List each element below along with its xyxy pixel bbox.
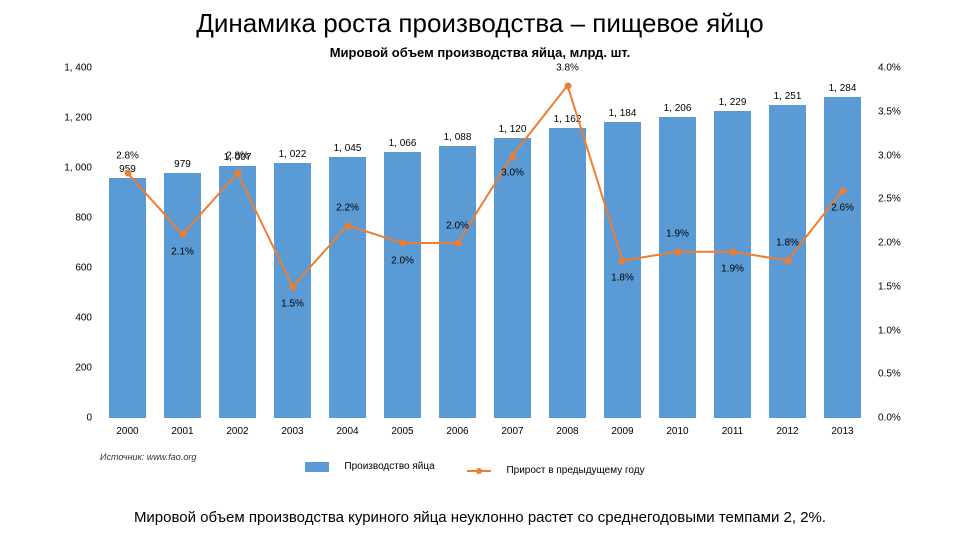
x-tick-label: 2010 <box>666 426 688 437</box>
bar-value-label: 979 <box>164 159 200 170</box>
bar: 1, 007 <box>219 166 255 418</box>
bar-value-label: 1, 045 <box>329 143 365 154</box>
legend-item-line: Прирост в предыдущему году <box>467 465 654 476</box>
x-tick-label: 2001 <box>171 426 193 437</box>
line-marker <box>674 248 681 255</box>
y2-axis: 4.0%3.5%3.0%2.5%2.0%1.5%1.0%0.5%0.0% <box>874 68 920 418</box>
line-marker <box>289 283 296 290</box>
line-marker <box>564 82 571 89</box>
line-value-label: 1.9% <box>721 264 744 275</box>
bar-value-label: 1, 022 <box>274 149 310 160</box>
x-tick-label: 2000 <box>116 426 138 437</box>
line-value-label: 2.6% <box>831 203 854 214</box>
line-marker <box>729 248 736 255</box>
x-axis: 2000 2001 2002 2003 2004 2005 2006 2007 2008 2009… <box>100 422 870 448</box>
x-tick-label: 2007 <box>501 426 523 437</box>
line-value-label: 2.8% <box>226 150 249 161</box>
legend-label-line: Прирост в предыдущему году <box>506 465 644 476</box>
line-marker <box>509 152 516 159</box>
legend-swatch-bar <box>305 462 329 472</box>
bar-value-label: 1, 184 <box>604 108 640 119</box>
bar-value-label: 1, 284 <box>824 83 860 94</box>
line-value-label: 3.8% <box>556 63 579 74</box>
plot-area: 9592.8%9792.1%1, 0072.8%1, 0221.5%1, 045… <box>100 68 870 418</box>
bar: 1, 045 <box>329 157 365 418</box>
bar-value-label: 1, 120 <box>494 124 530 135</box>
legend-item-bars: Производство яйца <box>305 461 444 472</box>
y1-axis: 1, 4001, 2001, 0008006004002000 <box>60 68 96 418</box>
line-marker <box>124 170 131 177</box>
line-marker <box>784 257 791 264</box>
x-tick-label: 2004 <box>336 426 358 437</box>
x-tick-label: 2012 <box>776 426 798 437</box>
chart-subtitle: Мировой объем производства яйца, млрд. ш… <box>0 39 960 60</box>
bar: 1, 066 <box>384 152 420 419</box>
bar-value-label: 1, 088 <box>439 132 475 143</box>
legend: Производство яйца Прирост в предыдущему … <box>0 461 960 476</box>
bar-value-label: 1, 251 <box>769 91 805 102</box>
bar: 1, 162 <box>549 128 585 419</box>
x-tick-label: 2002 <box>226 426 248 437</box>
x-tick-label: 2008 <box>556 426 578 437</box>
x-tick-label: 2003 <box>281 426 303 437</box>
line-path <box>100 68 870 418</box>
line-value-label: 2.2% <box>336 203 359 214</box>
legend-swatch-line <box>467 470 491 472</box>
bar-value-label: 1, 206 <box>659 103 695 114</box>
bar: 1, 206 <box>659 117 695 419</box>
line-value-label: 1.8% <box>776 238 799 249</box>
line-value-label: 2.0% <box>391 255 414 266</box>
x-tick-label: 2006 <box>446 426 468 437</box>
bar: 1, 120 <box>494 138 530 418</box>
line-marker <box>344 222 351 229</box>
chart-title: Динамика роста производства – пищевое яй… <box>0 0 960 39</box>
x-tick-label: 2011 <box>722 426 744 437</box>
footer-text: Мировой объем производства куриного яйца… <box>0 509 960 526</box>
x-tick-label: 2013 <box>831 426 853 437</box>
chart-container: 1, 4001, 2001, 0008006004002000 959 2.8% 9… <box>60 68 920 448</box>
bar: 959 <box>109 178 145 418</box>
x-tick-label: 2005 <box>391 426 413 437</box>
bar: 1, 184 <box>604 122 640 418</box>
bar: 1, 022 <box>274 163 310 419</box>
bar-value-label: 1, 229 <box>714 97 750 108</box>
line-value-label: 2.8% <box>116 150 139 161</box>
bar: 1, 088 <box>439 146 475 418</box>
line-marker <box>399 240 406 247</box>
line-marker <box>454 240 461 247</box>
line-marker <box>619 257 626 264</box>
line-value-label: 2.1% <box>171 246 194 257</box>
bar: 979 <box>164 173 200 418</box>
bar: 1, 284 <box>824 97 860 418</box>
bar-value-label: 1, 162 <box>549 114 585 125</box>
bar-value-label: 1, 066 <box>384 138 420 149</box>
line-marker <box>234 170 241 177</box>
legend-label-bars: Производство яйца <box>344 461 434 472</box>
line-value-label: 3.0% <box>501 168 524 179</box>
line-marker <box>179 231 186 238</box>
line-value-label: 1.8% <box>611 273 634 284</box>
x-tick-label: 2009 <box>611 426 633 437</box>
line-value-label: 1.5% <box>281 299 304 310</box>
line-marker <box>839 187 846 194</box>
line-value-label: 2.0% <box>446 220 469 231</box>
line-value-label: 1.9% <box>666 229 689 240</box>
